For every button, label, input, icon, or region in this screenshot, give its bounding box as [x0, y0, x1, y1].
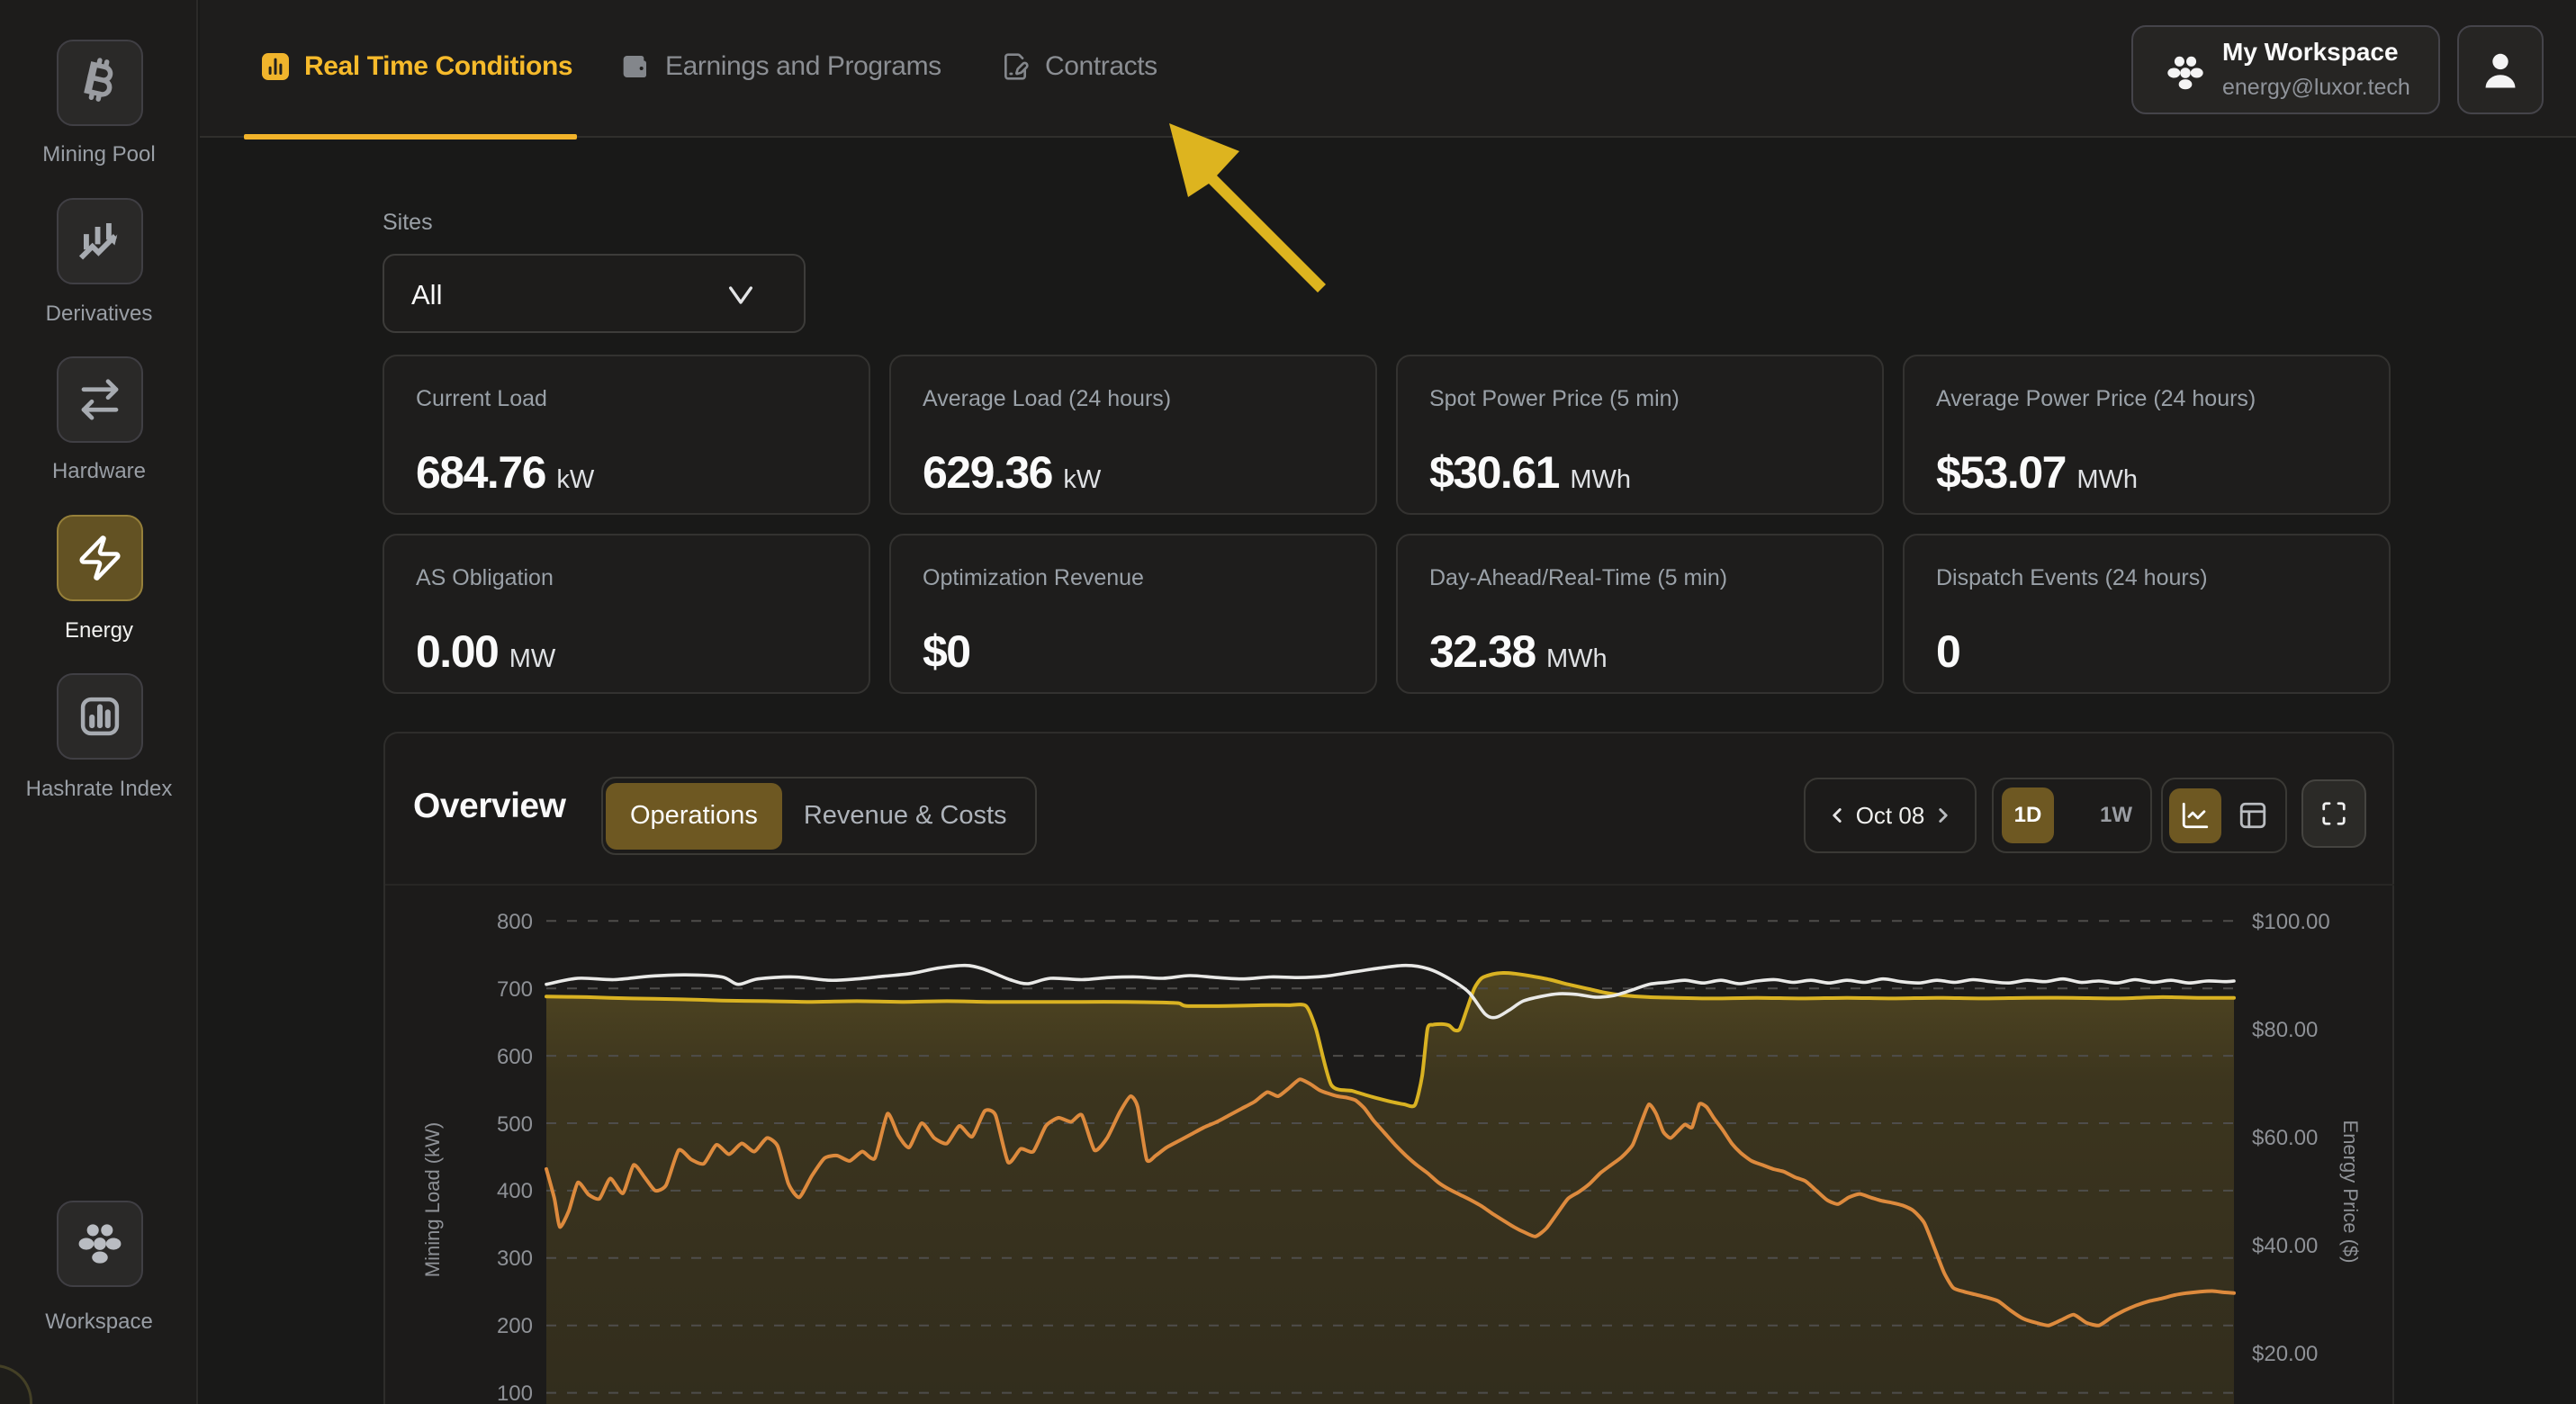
- svg-text:300: 300: [497, 1246, 533, 1271]
- svg-text:$20.00: $20.00: [2252, 1342, 2318, 1366]
- svg-text:$40.00: $40.00: [2252, 1234, 2318, 1258]
- svg-text:200: 200: [497, 1314, 533, 1338]
- svg-text:700: 700: [497, 977, 533, 1002]
- svg-text:$80.00: $80.00: [2252, 1018, 2318, 1042]
- svg-text:500: 500: [497, 1112, 533, 1137]
- svg-text:100: 100: [497, 1382, 533, 1404]
- svg-text:600: 600: [497, 1045, 533, 1069]
- svg-text:$60.00: $60.00: [2252, 1126, 2318, 1150]
- svg-text:Energy Price ($): Energy Price ($): [2339, 1120, 2362, 1264]
- svg-text:$100.00: $100.00: [2252, 910, 2330, 934]
- svg-text:Mining Load (kW): Mining Load (kW): [421, 1122, 444, 1277]
- svg-text:800: 800: [497, 910, 533, 934]
- svg-text:400: 400: [497, 1179, 533, 1203]
